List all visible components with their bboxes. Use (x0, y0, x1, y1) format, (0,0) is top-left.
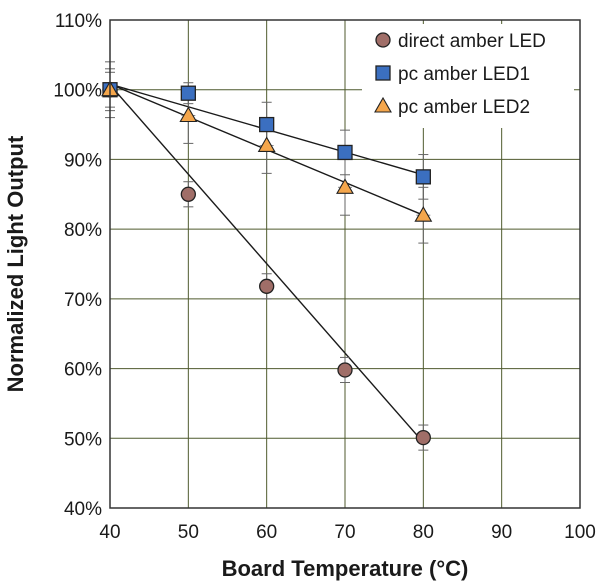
x-tick-label: 70 (334, 522, 355, 543)
legend-box (362, 24, 574, 128)
marker-pc-amber-led1 (337, 144, 353, 161)
x-tick-label: 60 (256, 522, 277, 543)
marker-pc-amber-led1 (180, 85, 196, 101)
y-tick-label: 80% (64, 220, 102, 241)
y-tick-labels: 40% 50% 60% 70% 80% 90% 100% 110% (53, 11, 102, 520)
y-tick-label: 70% (64, 290, 102, 311)
x-tick-label: 50 (178, 522, 199, 543)
x-axis-title: Board Temperature (°C) (222, 556, 469, 581)
marker-direct-amber-led (337, 362, 353, 378)
plot-frame (109, 19, 581, 509)
x-tick-label: 100 (564, 522, 596, 543)
marker-pc-amber-led2 (414, 206, 433, 222)
marker-pc-amber-led1 (259, 116, 275, 133)
marker-pc-amber-led2 (336, 178, 354, 194)
legend-marker-pc-amber-led2 (374, 96, 392, 113)
marker-direct-amber-led (180, 186, 196, 202)
legend-label-direct-amber-led: direct amber LED (398, 31, 546, 52)
y-axis-title: Normalized Light Output (3, 135, 28, 392)
y-tick-label: 100% (53, 81, 102, 102)
x-tick-label: 80 (413, 522, 434, 543)
legend-label-pc-amber-led1: pc amber LED1 (398, 64, 530, 85)
x-tick-labels: 40 50 60 70 80 90 100 (99, 522, 595, 543)
marker-direct-amber-led (415, 429, 431, 446)
y-tick-label: 90% (64, 150, 102, 171)
marker-pc-amber-led2 (257, 136, 276, 153)
x-tick-label: 90 (491, 522, 512, 543)
y-tick-label: 40% (64, 499, 102, 520)
legend: direct amber LED pc amber LED1 pc amber LE… (362, 24, 574, 128)
fit-line-direct-amber-led (109, 84, 424, 443)
legend-label-pc-amber-led2: pc amber LED2 (398, 97, 530, 118)
legend-marker-pc-amber-led1 (375, 65, 391, 81)
y-tick-label: 110% (55, 11, 102, 32)
marker-direct-amber-led (259, 278, 275, 294)
legend-marker-direct-amber-led (375, 32, 391, 48)
marker-pc-amber-led1 (415, 169, 431, 185)
y-tick-label: 50% (64, 429, 102, 450)
marker-pc-amber-led2 (179, 106, 198, 123)
x-tick-label: 40 (99, 522, 120, 543)
y-tick-label: 60% (64, 360, 102, 381)
